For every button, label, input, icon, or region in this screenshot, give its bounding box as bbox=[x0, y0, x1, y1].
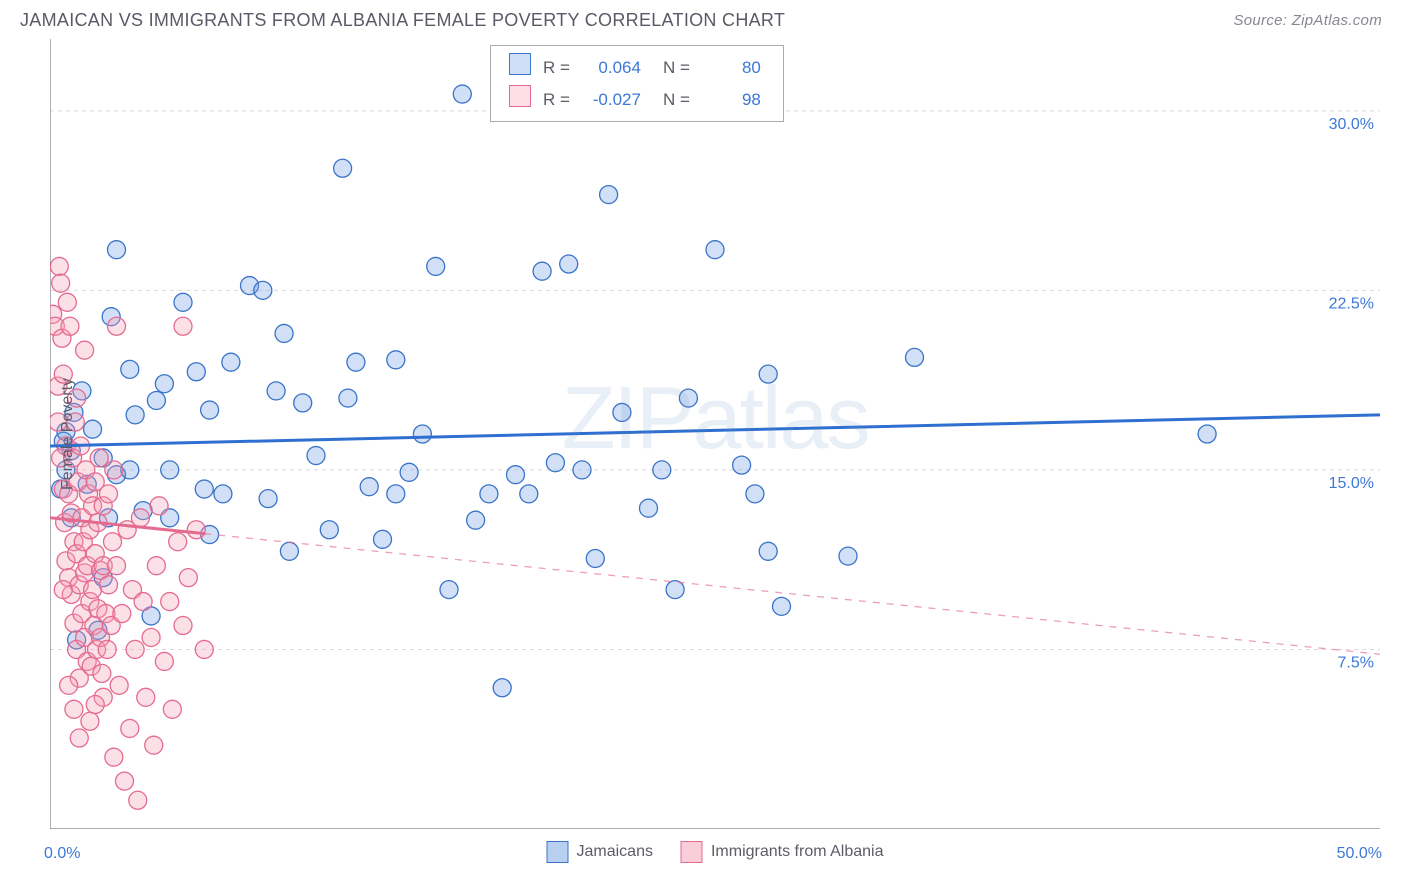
legend-item-jamaicans: Jamaicans bbox=[547, 841, 653, 863]
x-axis-min-label: 0.0% bbox=[44, 845, 80, 863]
legend-row-jamaicans: R =0.064N =80 bbox=[501, 52, 769, 84]
svg-text:22.5%: 22.5% bbox=[1329, 295, 1374, 312]
chart-area: Female Poverty ZIPatlas 7.5%15.0%22.5%30… bbox=[50, 39, 1380, 829]
series-legend: Jamaicans Immigrants from Albania bbox=[547, 841, 884, 863]
correlation-legend-table: R =0.064N =80R =-0.027N =98 bbox=[501, 52, 769, 115]
legend-row-albania: R =-0.027N =98 bbox=[501, 84, 769, 116]
x-axis-max-label: 50.0% bbox=[1337, 845, 1382, 863]
y-axis-label: Female Poverty bbox=[59, 378, 77, 490]
title-bar: JAMAICAN VS IMMIGRANTS FROM ALBANIA FEMA… bbox=[0, 0, 1406, 35]
svg-text:15.0%: 15.0% bbox=[1329, 475, 1374, 492]
chart-title: JAMAICAN VS IMMIGRANTS FROM ALBANIA FEMA… bbox=[20, 10, 785, 31]
correlation-legend: R =0.064N =80R =-0.027N =98 bbox=[490, 45, 784, 122]
svg-text:7.5%: 7.5% bbox=[1338, 654, 1374, 671]
svg-text:30.0%: 30.0% bbox=[1329, 116, 1374, 133]
scatter-plot-svg: 7.5% 15.0% 22.5% 30.0% bbox=[50, 39, 1380, 829]
chart-source: Source: ZipAtlas.com bbox=[1233, 12, 1382, 29]
legend-item-albania: Immigrants from Albania bbox=[681, 841, 884, 863]
